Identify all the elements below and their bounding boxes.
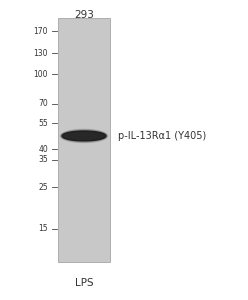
- Text: 40: 40: [38, 145, 48, 154]
- Text: 170: 170: [33, 27, 48, 36]
- Text: 100: 100: [33, 70, 48, 79]
- Text: p-IL-13Rα1 (Y405): p-IL-13Rα1 (Y405): [118, 131, 206, 141]
- Text: 35: 35: [38, 155, 48, 164]
- Text: 130: 130: [33, 49, 48, 58]
- Polygon shape: [61, 130, 107, 142]
- Text: LPS: LPS: [75, 278, 93, 288]
- Text: 15: 15: [38, 224, 48, 233]
- Text: 25: 25: [38, 183, 48, 192]
- Text: 55: 55: [38, 118, 48, 127]
- Bar: [58, 18, 110, 262]
- Polygon shape: [62, 131, 106, 141]
- Text: 293: 293: [74, 10, 94, 20]
- Text: 70: 70: [38, 99, 48, 108]
